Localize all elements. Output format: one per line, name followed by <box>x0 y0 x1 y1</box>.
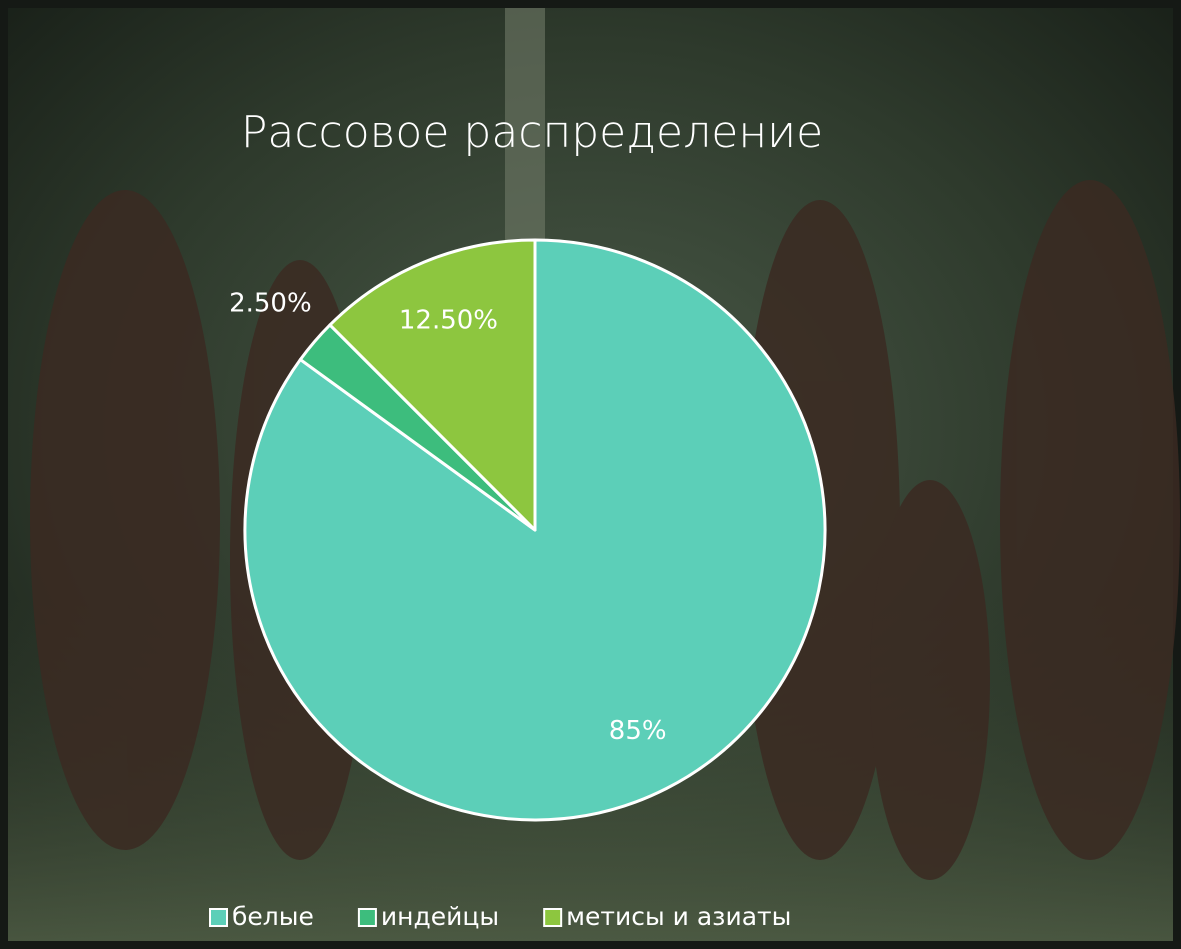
background-tree <box>505 8 545 248</box>
legend-label: индейцы <box>381 902 499 931</box>
legend-swatch <box>543 908 563 927</box>
data-label: 85% <box>609 716 667 746</box>
chart-title: Рассовое распределение <box>241 107 823 158</box>
legend-swatch <box>357 908 377 927</box>
legend-swatch <box>209 908 228 927</box>
legend-label: метисы и азиаты <box>566 902 791 931</box>
data-label: 2.50% <box>229 288 312 318</box>
data-label: 12.50% <box>399 306 498 336</box>
pie-slice <box>328 238 537 532</box>
legend-label: белые <box>232 902 314 931</box>
legend: белые индейцы метисы и азиаты <box>209 902 791 931</box>
